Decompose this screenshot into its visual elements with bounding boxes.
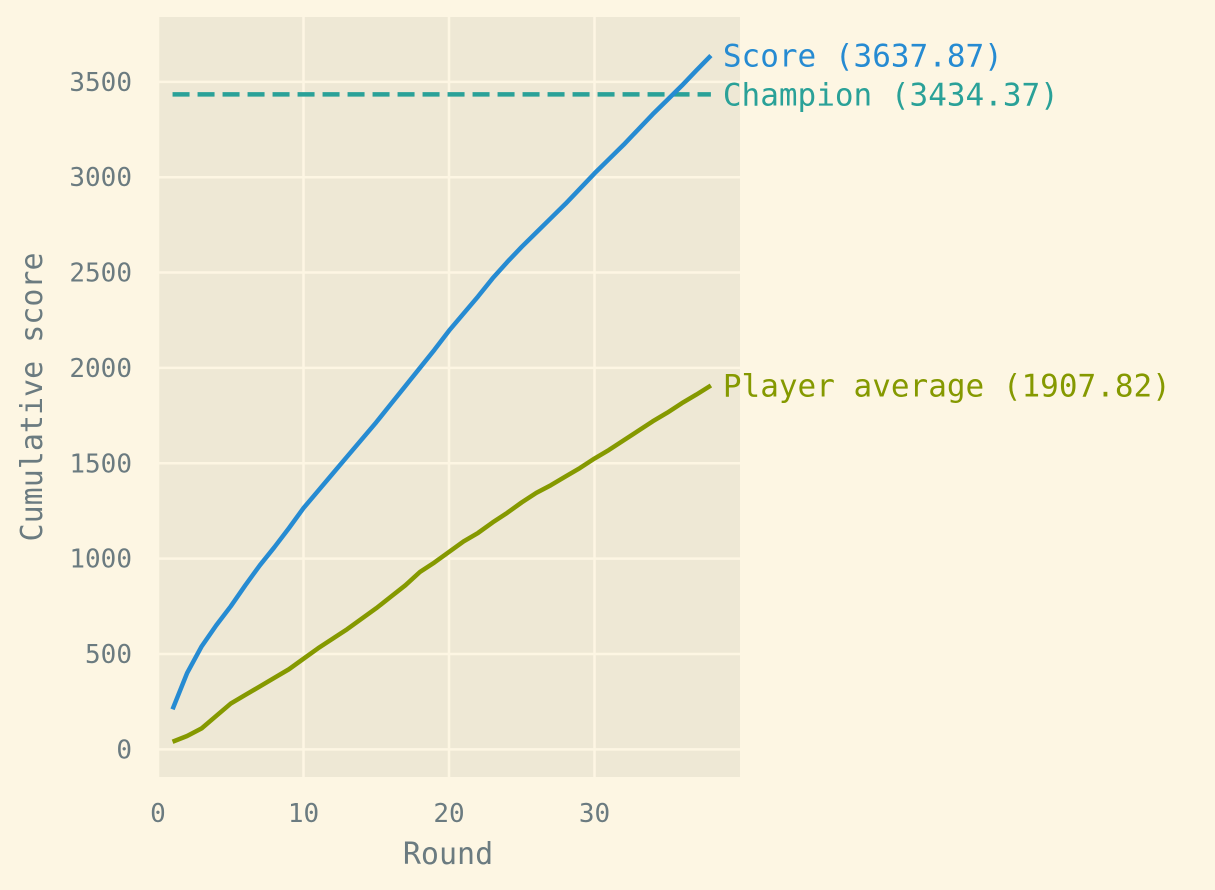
score-line [170, 53, 713, 711]
x-tick-label: 0 [150, 799, 166, 829]
y-tick-label: 0 [116, 735, 132, 765]
x-tick-label: 20 [433, 799, 464, 829]
series-lines [170, 53, 713, 744]
champion-label: Champion (3434.37) [723, 77, 1059, 113]
score-label: Score (3637.87) [723, 39, 1003, 75]
y-axis-title: Cumulative score [15, 253, 50, 542]
y-tick-label: 1500 [69, 449, 132, 479]
y-tick-label: 2000 [69, 354, 132, 384]
y-tick-label: 1000 [69, 545, 132, 575]
y-tick-label: 500 [85, 640, 132, 670]
x-tick-label: 30 [579, 799, 610, 829]
y-tick-label: 3000 [69, 163, 132, 193]
x-axis-title: Round [403, 837, 493, 872]
tick-labels: 0 10 20 30 0 500 1000 1500 2000 2500 3000 3500 [69, 68, 610, 829]
grid-lines [156, 17, 740, 777]
player_average-label: Player average (1907.82) [723, 368, 1171, 404]
line-end-labels: Champion (3434.37)Score (3637.87) Player … [723, 39, 1171, 405]
player_average-line [171, 383, 713, 744]
y-tick-label: 3500 [69, 68, 132, 98]
x-tick-label: 10 [288, 799, 319, 829]
y-tick-label: 2500 [69, 259, 132, 289]
